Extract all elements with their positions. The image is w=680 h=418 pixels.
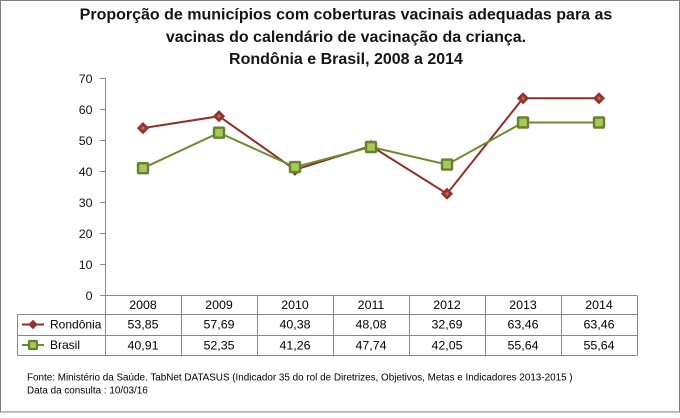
- svg-text:40,91: 40,91: [127, 338, 158, 352]
- svg-text:41,26: 41,26: [279, 338, 310, 352]
- svg-text:40: 40: [79, 165, 93, 179]
- svg-text:Rondônia e Brasil, 2008 a 2014: Rondônia e Brasil, 2008 a 2014: [229, 51, 463, 68]
- svg-text:47,74: 47,74: [355, 338, 386, 352]
- svg-text:70: 70: [79, 72, 93, 86]
- svg-text:63,46: 63,46: [583, 317, 614, 331]
- svg-text:57,69: 57,69: [203, 317, 234, 331]
- svg-text:2014: 2014: [585, 298, 613, 312]
- svg-text:30: 30: [79, 196, 93, 210]
- svg-text:vacinas do calendário de vacin: vacinas do calendário de vacinação da cr…: [166, 29, 526, 46]
- svg-text:60: 60: [79, 103, 93, 117]
- svg-text:55,64: 55,64: [507, 338, 538, 352]
- svg-text:Data da consulta : 10/03/16: Data da consulta : 10/03/16: [27, 386, 148, 397]
- svg-text:2009: 2009: [205, 298, 233, 312]
- svg-text:52,35: 52,35: [203, 338, 234, 352]
- svg-text:53,85: 53,85: [127, 317, 158, 331]
- svg-text:0: 0: [86, 289, 93, 303]
- svg-text:Fonte: Ministério da Saúde. Ta: Fonte: Ministério da Saúde. TabNet DATAS…: [27, 372, 573, 383]
- svg-text:48,08: 48,08: [355, 317, 386, 331]
- svg-text:Rondônia: Rondônia: [50, 317, 102, 331]
- svg-text:63,46: 63,46: [507, 317, 538, 331]
- svg-text:2008: 2008: [129, 298, 157, 312]
- svg-text:50: 50: [79, 134, 93, 148]
- svg-text:Proporção de municípios com co: Proporção de municípios com coberturas v…: [80, 7, 613, 24]
- svg-text:42,05: 42,05: [431, 338, 462, 352]
- svg-text:2013: 2013: [509, 298, 537, 312]
- svg-text:55,64: 55,64: [583, 338, 614, 352]
- svg-text:32,69: 32,69: [431, 317, 462, 331]
- svg-text:Brasil: Brasil: [50, 338, 80, 352]
- svg-text:20: 20: [79, 227, 93, 241]
- svg-text:2011: 2011: [358, 298, 385, 312]
- svg-text:40,38: 40,38: [279, 317, 310, 331]
- svg-text:2012: 2012: [433, 298, 461, 312]
- svg-text:2010: 2010: [281, 298, 309, 312]
- svg-text:10: 10: [79, 258, 93, 272]
